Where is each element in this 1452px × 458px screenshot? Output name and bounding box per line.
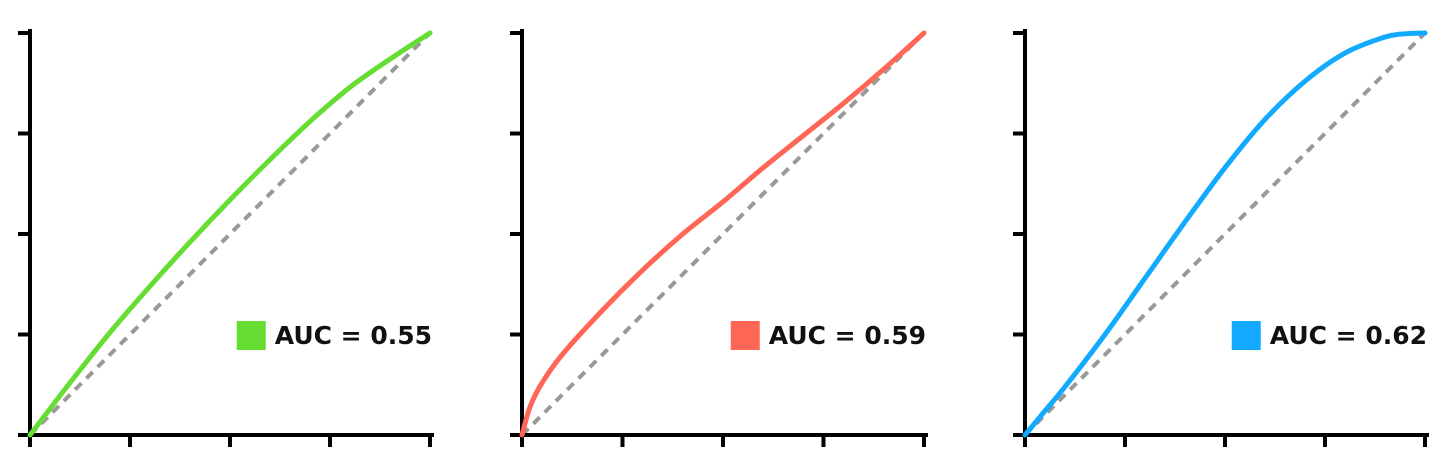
legend-label: AUC = 0.55 bbox=[275, 321, 432, 350]
reference-diagonal-line bbox=[520, 31, 926, 437]
legend-swatch bbox=[1231, 321, 1261, 350]
roc-panel-2: AUC = 0.59 bbox=[510, 29, 928, 447]
legend-swatch bbox=[730, 321, 760, 350]
roc-curve-1 bbox=[27, 30, 433, 438]
roc-curve-1 bbox=[519, 30, 927, 438]
reference-diagonal-line bbox=[1023, 31, 1427, 437]
roc-curve-1 bbox=[1022, 30, 1428, 438]
legend: AUC = 0.62 bbox=[1231, 321, 1427, 350]
legend: AUC = 0.55 bbox=[236, 321, 432, 350]
legend: AUC = 0.59 bbox=[730, 321, 926, 350]
legend-label: AUC = 0.59 bbox=[769, 321, 926, 350]
legend-label: AUC = 0.62 bbox=[1270, 321, 1427, 350]
legend-swatch bbox=[236, 321, 266, 350]
roc-panel-3: AUC = 0.62 bbox=[1013, 29, 1429, 447]
reference-diagonal-line bbox=[28, 31, 432, 437]
roc-panel-1: AUC = 0.55 bbox=[18, 29, 434, 447]
